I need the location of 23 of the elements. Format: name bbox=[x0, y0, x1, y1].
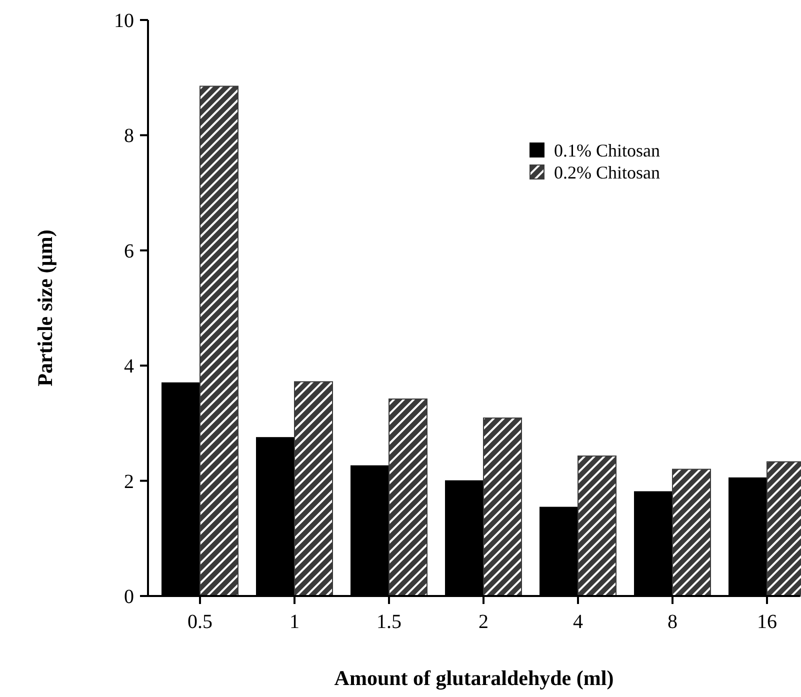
x-tick-label: 16 bbox=[757, 611, 777, 633]
x-tick-label: 0.5 bbox=[188, 611, 212, 633]
y-tick-label: 6 bbox=[124, 240, 134, 262]
x-tick-label: 1.5 bbox=[376, 611, 402, 633]
x-tick-label: 2 bbox=[478, 611, 488, 633]
y-tick-label: 4 bbox=[124, 356, 134, 378]
bar bbox=[294, 381, 333, 596]
bar bbox=[200, 86, 238, 596]
y-tick-label: 10 bbox=[114, 10, 134, 32]
x-tick-label: 1 bbox=[290, 611, 300, 633]
legend-label: 0.2% Chitosan bbox=[554, 162, 660, 182]
bar bbox=[483, 418, 522, 596]
bar bbox=[388, 398, 428, 596]
legend-label: 0.1% Chitosan bbox=[554, 140, 660, 160]
x-tick-label: 8 bbox=[668, 611, 678, 633]
bar bbox=[578, 456, 616, 596]
y-tick-label: 0 bbox=[124, 586, 134, 608]
x-axis-title: Amount of glutaraldehyde (ml) bbox=[334, 666, 614, 690]
x-tick-label: 4 bbox=[573, 611, 583, 633]
y-tick-label: 2 bbox=[124, 470, 134, 493]
y-tick-label: 8 bbox=[124, 125, 134, 148]
y-axis-title: Particle size (µm) bbox=[33, 230, 57, 386]
bar bbox=[672, 468, 711, 596]
